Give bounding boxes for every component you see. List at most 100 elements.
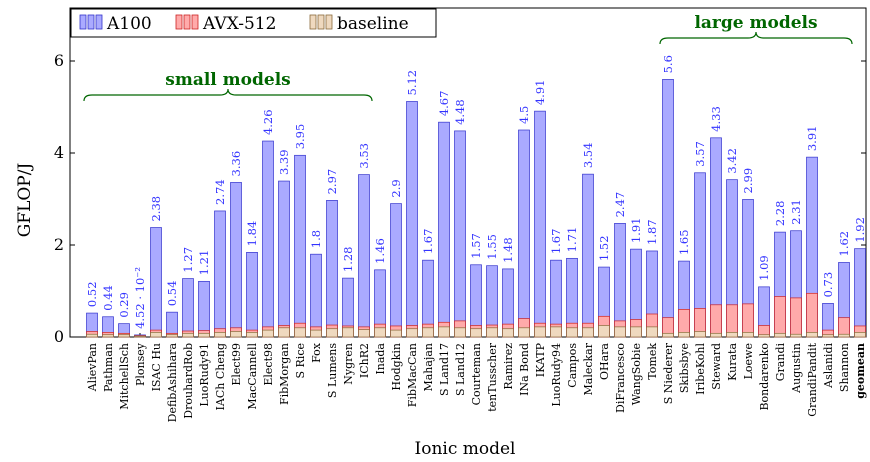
value-label: 4.48 (453, 99, 467, 125)
bar-a100 (438, 121, 450, 338)
value-label: 3.53 (357, 143, 371, 169)
category-label: IACh Cheng (214, 343, 227, 410)
category-label: FibMorgan (278, 343, 291, 405)
value-label: 5.12 (405, 70, 419, 96)
bar-avx512 (774, 296, 786, 338)
category-label: MitchellSch (118, 343, 131, 410)
category-label: Inada (374, 343, 387, 375)
value-label: 2.74 (213, 179, 227, 205)
labels-layer: 0.52 AlievPan 0.44 Pathman 0.29 MitchellSch 4.… (85, 55, 867, 422)
value-label: 2.31 (789, 199, 803, 225)
value-label: 3.42 (725, 148, 739, 174)
value-label: 4.33 (709, 106, 723, 132)
value-label: 1.21 (197, 250, 211, 276)
legend-swatch-avx512 (183, 14, 191, 30)
value-label: 1.48 (501, 237, 515, 263)
value-label: 2.47 (613, 192, 627, 218)
bar-a100 (854, 248, 866, 338)
value-label: 1.27 (181, 247, 195, 273)
bar-a100 (294, 154, 306, 338)
bar-baseline (150, 332, 162, 338)
category-label: Shannon (838, 343, 851, 392)
category-label: DiFrancesco (614, 343, 627, 413)
category-label: S Lumens (326, 343, 339, 398)
value-label: 1.67 (549, 229, 563, 255)
legend-swatch-a100 (87, 14, 95, 30)
category-label: DefibAshihara (166, 343, 179, 423)
bar-baseline (310, 329, 322, 338)
bar-baseline (406, 328, 418, 338)
category-label: Plonsey (134, 342, 147, 386)
bar-baseline (342, 327, 354, 338)
bar-baseline (534, 326, 546, 338)
y-axis-label: GFLOP/J (15, 163, 35, 238)
value-label: 1.55 (485, 234, 499, 260)
category-label: IribeKohl (694, 343, 707, 395)
category-label: Elect98 (262, 343, 275, 386)
category-label: Courteman (470, 343, 483, 405)
category-label: Grandi (774, 343, 787, 382)
bar-baseline (790, 333, 802, 338)
bar-baseline (118, 334, 130, 338)
bar-a100 (534, 110, 546, 338)
bar-baseline (294, 327, 306, 338)
category-label: DrouhardRob (182, 343, 195, 419)
category-label: WangSobie (630, 343, 643, 405)
category-label: Ramirez (502, 343, 515, 390)
value-label: 2.99 (741, 168, 755, 194)
bar-a100 (358, 174, 370, 338)
legend-swatch-avx512 (175, 14, 183, 30)
category-label: Steward (710, 343, 723, 390)
value-label: 1.92 (853, 217, 867, 243)
value-label: 1.46 (373, 238, 387, 264)
bar-a100 (662, 79, 674, 338)
bar-baseline (278, 327, 290, 338)
category-label: AlievPan (86, 343, 99, 392)
bar-a100 (214, 210, 226, 338)
bar-baseline (614, 326, 626, 338)
category-label: IKATP (534, 342, 547, 377)
category-label: Tomek (646, 343, 659, 380)
value-label: 1.91 (629, 218, 643, 244)
bar-baseline (102, 334, 114, 338)
category-label: Pathman (102, 343, 115, 392)
value-label: 1.87 (645, 219, 659, 245)
y-tick-label: 2 (54, 235, 64, 254)
category-label: MacCannell (246, 343, 259, 410)
bar-baseline (742, 332, 754, 338)
value-label: 1.65 (677, 229, 691, 255)
category-label: S Rice (294, 343, 307, 379)
bar-baseline (486, 327, 498, 338)
category-label: Elect99 (230, 343, 243, 386)
bar-baseline (518, 327, 530, 338)
category-label: Hodgkin (390, 343, 403, 391)
bar-baseline (502, 328, 514, 338)
bar-a100 (454, 130, 466, 338)
bar-avx512 (806, 292, 818, 338)
value-label: 4.67 (437, 91, 451, 117)
bar-a100 (230, 182, 242, 338)
bar-baseline (726, 332, 738, 338)
plot-frame (69, 7, 867, 338)
legend: A100 AVX-512 baseline (70, 8, 437, 38)
category-label: tenTusscher (486, 342, 499, 411)
value-label: 5.6 (661, 55, 675, 73)
bar-baseline (262, 329, 274, 338)
category-label: Aslanidi (822, 343, 835, 389)
category-label: Loewe (742, 343, 755, 379)
category-label: ISAC Hu (150, 343, 163, 391)
value-label: 4.91 (533, 80, 547, 106)
x-axis-label: Ionic model (415, 439, 516, 459)
bar-baseline (246, 332, 258, 338)
bar-baseline (134, 335, 146, 338)
bars-layer (86, 79, 866, 338)
value-label: 3.39 (277, 149, 291, 175)
category-label: GrandiPandit (806, 342, 819, 416)
category-label: S Niederer (662, 342, 675, 404)
category-label: Fox (310, 342, 323, 363)
bar-baseline (710, 332, 722, 338)
bar-baseline (582, 327, 594, 338)
bar-baseline (662, 332, 674, 338)
annotation-brace (659, 31, 853, 45)
